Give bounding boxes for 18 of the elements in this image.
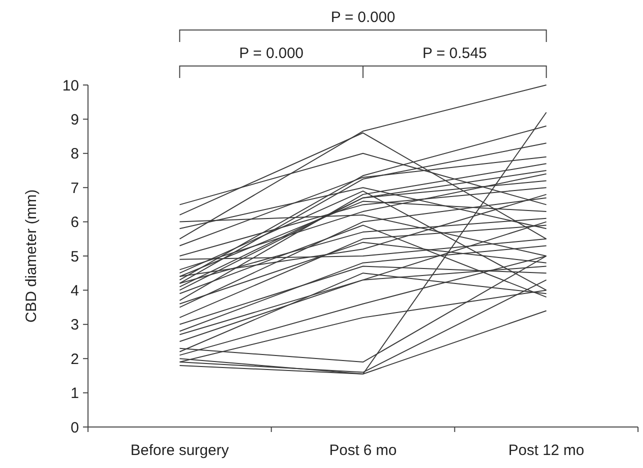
- x-tick-label: Post 12 mo: [508, 442, 584, 459]
- y-tick-label: 6: [70, 214, 79, 232]
- text: P = 0.545: [422, 45, 487, 62]
- x-tick-label: Before surgery: [130, 442, 230, 459]
- y-tick-label: 1: [70, 385, 79, 402]
- y-axis-title: CBD diameter (mm): [23, 189, 40, 323]
- x-tick-label: Post 6 mo: [329, 442, 397, 459]
- y-tick-label: 9: [70, 111, 79, 128]
- y-tick-label: 0: [70, 419, 79, 436]
- text: P = 0.000: [239, 45, 304, 62]
- y-tick-label: 4: [70, 282, 79, 300]
- y-tick-label: 5: [70, 248, 79, 266]
- text: P = 0.000: [330, 9, 396, 26]
- y-tick-label: 8: [70, 146, 79, 163]
- y-tick-label: 10: [62, 77, 79, 94]
- y-tick-label: 3: [70, 316, 79, 334]
- y-tick-label: 2: [70, 350, 79, 368]
- y-tick-label: 7: [70, 180, 79, 197]
